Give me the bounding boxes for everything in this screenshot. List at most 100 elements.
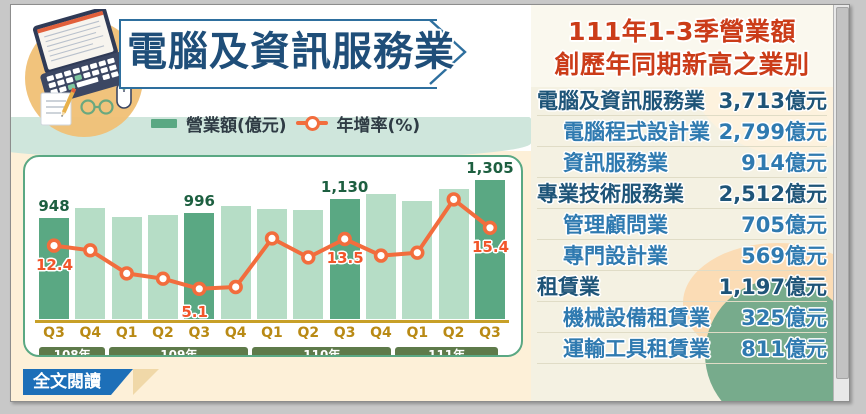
list-item: 專門設計業 569億元 xyxy=(537,240,827,271)
quarter-label: Q1 xyxy=(115,325,138,341)
bar-value-label: 948 xyxy=(38,197,70,215)
bar-slot: 996 xyxy=(183,165,215,319)
title-banner xyxy=(119,19,437,89)
legend-line-label: 年增率(%) xyxy=(336,115,421,136)
chart-card: 948 996 1,130 1,305 12.4 5.1 13.5 15.4 Q3 Q4 Q1 Q… xyxy=(23,155,523,357)
summary-heading-line2: 創歷年同期新高之業別 xyxy=(554,50,810,79)
quarter-label: Q1 xyxy=(406,325,429,341)
bar-slot: 1,130 xyxy=(321,165,368,319)
notepad-icon xyxy=(40,87,77,126)
industry-revenue-value: 3,713億元 xyxy=(718,89,827,113)
summary-heading: 111年1-3季營業額 創歷年同期新高之業別 xyxy=(531,15,833,81)
industry-revenue-value: 325億元 xyxy=(741,306,827,330)
left-chart-panel: 電腦及資訊服務業 營業額(億元) 年增率(%) 948 996 1,130 1,305 xyxy=(11,5,531,401)
quarter-label: Q3 xyxy=(188,325,211,341)
line-point-label: 5.1 xyxy=(181,302,208,321)
legend-bar-label: 營業額(億元) xyxy=(186,115,287,136)
industry-revenue-value: 914億元 xyxy=(741,151,827,175)
page-title: 電腦及資訊服務業 xyxy=(127,29,455,75)
industry-name: 專門設計業 xyxy=(563,244,668,268)
line-point-label: 15.4 xyxy=(472,237,510,256)
industry-revenue-value: 811億元 xyxy=(741,337,827,361)
quarter-label: Q4 xyxy=(79,325,102,341)
glasses-icon xyxy=(80,99,114,115)
bar-slot: 948 xyxy=(38,165,70,319)
bar xyxy=(329,199,360,319)
line-point-marker xyxy=(228,279,243,295)
quarter-label: Q3 xyxy=(333,325,356,341)
list-item: 專業技術服務業 2,512億元 xyxy=(537,178,827,209)
vertical-scrollbar[interactable] xyxy=(833,5,849,401)
right-panel-top-band xyxy=(531,5,833,87)
growth-rate-line-series xyxy=(46,192,498,297)
industry-revenue-value: 2,799億元 xyxy=(718,120,827,144)
bar-value-label: 1,130 xyxy=(320,178,369,196)
infographic-canvas: 電腦及資訊服務業 營業額(億元) 年增率(%) 948 996 1,130 1,305 xyxy=(11,5,833,401)
line-point-marker xyxy=(119,266,134,281)
industry-name: 機械設備租賃業 xyxy=(563,306,710,330)
list-item: 運輸工具租賃業 811億元 xyxy=(537,333,827,364)
chart-legend: 營業額(億元) 年增率(%) xyxy=(151,109,420,137)
quarter-label: Q3 xyxy=(479,325,501,341)
bar xyxy=(39,218,69,319)
list-item: 機械設備租賃業 325億元 xyxy=(537,302,827,333)
line-point-marker xyxy=(192,281,207,297)
right-summary-panel: 111年1-3季營業額 創歷年同期新高之業別 電腦及資訊服務業 3,713億元 電腦… xyxy=(531,5,833,401)
year-chip: 110年 xyxy=(252,347,392,355)
bar-slot xyxy=(402,165,433,319)
line-point-marker xyxy=(83,243,98,258)
quarter-label: Q3 xyxy=(43,325,65,341)
line-point-marker xyxy=(264,231,280,246)
read-full-article-button[interactable]: 全文閱讀 xyxy=(23,369,159,395)
line-point-label: 12.4 xyxy=(36,255,74,274)
line-point-marker xyxy=(46,238,62,253)
bar-slot: 1,305 xyxy=(466,159,514,319)
line-point-marker xyxy=(410,245,425,260)
page-frame: 電腦及資訊服務業 營業額(億元) 年增率(%) 948 996 1,130 1,305 xyxy=(10,4,850,402)
industry-revenue-value: 2,512億元 xyxy=(718,182,827,206)
ribbon-tail-shadow xyxy=(133,369,159,395)
industry-name: 電腦程式設計業 xyxy=(563,120,710,144)
year-group-labels: 108年 109年 110年 111年 xyxy=(39,347,505,355)
quarter-label: Q2 xyxy=(297,325,320,341)
list-item: 管理顧問業 705億元 xyxy=(537,209,827,240)
industry-name: 運輸工具租賃業 xyxy=(563,337,710,361)
ribbon-tail xyxy=(111,369,133,395)
industry-revenue-list: 電腦及資訊服務業 3,713億元 電腦程式設計業 2,799億元資訊服務業 914億元專… xyxy=(531,85,833,364)
line-point-label: 13.5 xyxy=(326,249,364,268)
quarter-label: Q1 xyxy=(261,325,283,341)
industry-revenue-value: 705億元 xyxy=(741,213,827,237)
chart-plot-area: 948 996 1,130 1,305 xyxy=(38,159,514,319)
industry-revenue-value: 1,197億元 xyxy=(718,275,827,299)
quarter-label: Q4 xyxy=(224,325,247,341)
bar-slot xyxy=(147,165,178,319)
bar-value-label: 1,305 xyxy=(466,159,514,177)
bar-series: 948 996 1,130 1,305 xyxy=(38,159,514,319)
bar xyxy=(256,209,287,319)
bar xyxy=(147,215,178,319)
list-item: 電腦程式設計業 2,799億元 xyxy=(537,116,827,147)
list-item: 租賃業 1,197億元 xyxy=(537,271,827,302)
year-chip: 111年 xyxy=(395,347,498,355)
scrollbar-thumb[interactable] xyxy=(836,7,849,379)
line-point-marker xyxy=(446,192,461,207)
industry-name: 租賃業 xyxy=(537,275,600,299)
quarter-label: Q2 xyxy=(442,325,465,341)
bar xyxy=(402,201,433,319)
bar-slot xyxy=(220,165,251,319)
industry-name: 管理顧問業 xyxy=(563,213,668,237)
bar-value-label: 996 xyxy=(183,192,215,210)
line-point-marker xyxy=(337,231,352,247)
list-item: 資訊服務業 914億元 xyxy=(537,147,827,178)
bar xyxy=(184,213,215,319)
bar-slot xyxy=(256,165,287,319)
industry-name: 資訊服務業 xyxy=(563,151,668,175)
summary-heading-line1: 111年1-3季營業額 xyxy=(568,17,796,46)
bar-slot xyxy=(75,165,106,319)
bar xyxy=(220,206,251,319)
title-chevron-icon xyxy=(429,19,467,85)
line-point-marker xyxy=(373,248,389,263)
industry-name: 電腦及資訊服務業 xyxy=(537,89,705,113)
chart-axis-line xyxy=(35,320,509,323)
